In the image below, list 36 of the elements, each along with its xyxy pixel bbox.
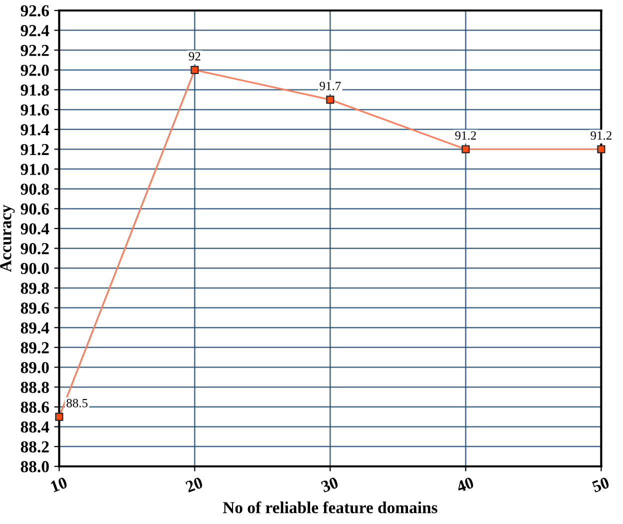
- y-tick-label: 89.2: [20, 342, 49, 354]
- x-axis-title: No of reliable feature domains: [222, 501, 438, 514]
- data-label: 91.2: [590, 131, 612, 140]
- y-tick-label: 89.8: [20, 282, 49, 294]
- y-tick-label: 89.6: [20, 302, 49, 314]
- y-tick-label: 92.6: [20, 5, 49, 16]
- x-tick-label: 30: [320, 476, 339, 493]
- y-tick-label: 89.0: [20, 362, 49, 374]
- x-tick-label: 20: [185, 476, 204, 493]
- y-tick-label: 89.4: [20, 322, 50, 334]
- x-tick-label: 10: [50, 476, 68, 492]
- data-label: 88.5: [66, 398, 88, 408]
- data-label: 91.7: [320, 82, 341, 90]
- y-tick-label: 88.6: [20, 402, 49, 413]
- x-tick-label: 50: [592, 476, 610, 493]
- y-axis-title: Accuracy: [0, 204, 15, 272]
- y-tick-label: 91.6: [20, 104, 49, 116]
- y-tick-label: 90.2: [20, 243, 49, 254]
- y-tick-label: 88.2: [20, 441, 49, 453]
- y-tick-label: 91.4: [20, 124, 50, 136]
- y-tick-label: 90.0: [20, 262, 49, 274]
- y-tick-label: 90.4: [20, 223, 50, 235]
- y-tick-label: 91.8: [20, 84, 49, 96]
- y-tick-label: 92.4: [20, 25, 50, 36]
- data-label: 92: [188, 52, 200, 60]
- y-tick-label: 88.4: [20, 421, 50, 433]
- y-tick-label: 90.6: [20, 203, 49, 215]
- y-tick-label: 92.0: [20, 64, 49, 76]
- y-tick-label: 88.8: [20, 382, 49, 394]
- y-tick-label: 88.0: [20, 461, 49, 472]
- x-tick-label: 40: [456, 476, 474, 493]
- y-tick-label: 91.2: [20, 144, 49, 156]
- data-label: 91.2: [455, 131, 476, 140]
- y-tick-label: 90.8: [20, 184, 49, 195]
- y-tick-label: 92.2: [20, 44, 49, 56]
- y-tick-label: 91.0: [20, 164, 49, 176]
